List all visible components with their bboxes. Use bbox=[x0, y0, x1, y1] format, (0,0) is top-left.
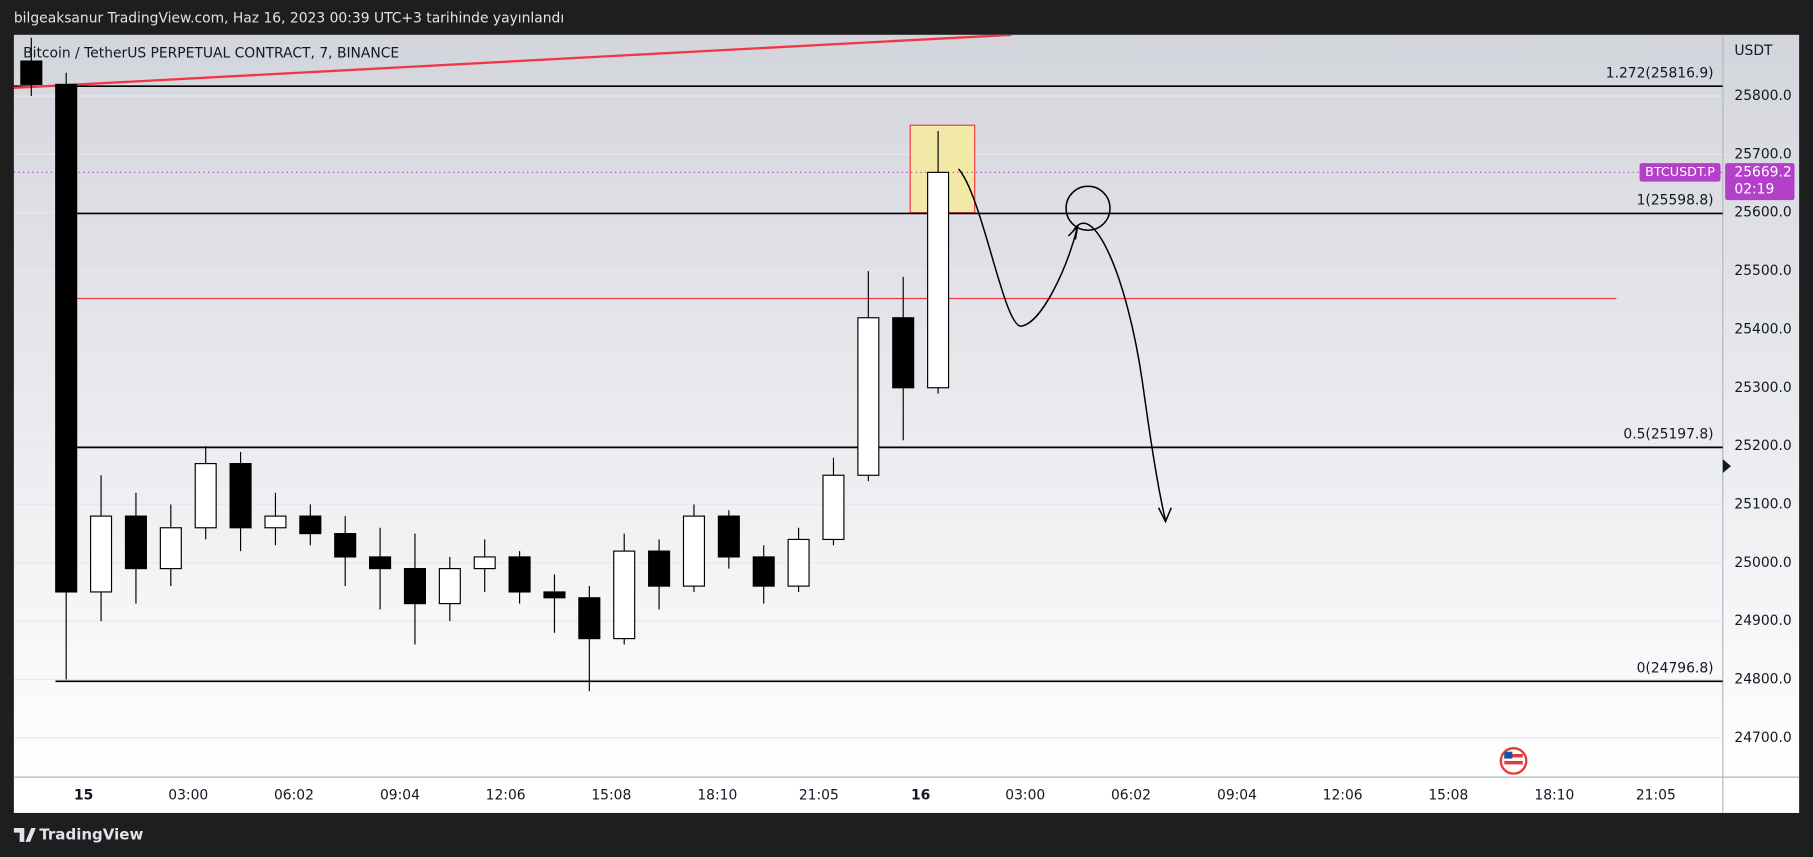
candle-body bbox=[124, 515, 147, 570]
candle-body bbox=[438, 568, 461, 605]
candle-body bbox=[159, 527, 182, 570]
x-tick-label: 18:10 bbox=[1534, 788, 1574, 804]
y-tick-label: 25700.0 bbox=[1734, 146, 1791, 162]
drawing-annotation bbox=[957, 168, 1172, 524]
x-tick-label: 06:02 bbox=[274, 788, 314, 804]
candle-body bbox=[857, 317, 880, 476]
y-tick-label: 25100.0 bbox=[1734, 496, 1791, 512]
candle-body bbox=[578, 597, 601, 640]
x-tick-label: 21:05 bbox=[1636, 788, 1676, 804]
x-tick-label: 06:02 bbox=[1111, 788, 1151, 804]
candle-body bbox=[473, 556, 496, 570]
y-tick-label: 24800.0 bbox=[1734, 671, 1791, 687]
candle-body bbox=[787, 538, 810, 587]
y-tick-label: 24700.0 bbox=[1734, 730, 1791, 746]
x-tick-label: 21:05 bbox=[799, 788, 839, 804]
chart-title: Bitcoin / TetherUS PERPETUAL CONTRACT, 7… bbox=[23, 45, 399, 61]
plot-background bbox=[13, 34, 1800, 778]
price-tag-text: 25669.2 bbox=[1734, 164, 1791, 180]
y-tick-label: 25200.0 bbox=[1734, 438, 1791, 454]
candle-body bbox=[90, 515, 113, 593]
candle-body bbox=[20, 60, 43, 85]
x-tick-label: 09:04 bbox=[380, 788, 420, 804]
candle-body bbox=[334, 533, 357, 558]
x-tick-label: 18:10 bbox=[697, 788, 737, 804]
candle-body bbox=[717, 515, 740, 558]
x-tick-label: 16 bbox=[911, 788, 930, 804]
candle-body bbox=[682, 515, 706, 587]
x-tick-label: 15:08 bbox=[591, 788, 631, 804]
level-label: 1.272(25816.9) bbox=[1606, 65, 1714, 81]
level-label: 0.5(25197.8) bbox=[1623, 427, 1713, 443]
y-axis-label: USDT bbox=[1734, 43, 1773, 59]
candle-body bbox=[543, 591, 566, 599]
candle-body bbox=[508, 556, 531, 593]
trend-line bbox=[13, 34, 1012, 90]
x-tick-label: 12:06 bbox=[1323, 788, 1363, 804]
y-tick-label: 24900.0 bbox=[1734, 613, 1791, 629]
level-label: 1(25598.8) bbox=[1637, 193, 1714, 209]
price-tag bbox=[1725, 163, 1795, 201]
x-tick-label: 12:06 bbox=[486, 788, 526, 804]
plot bbox=[13, 34, 1723, 739]
y-tick-label: 25800.0 bbox=[1734, 88, 1791, 104]
footer-logo bbox=[13, 827, 36, 842]
y-tick-label: 25600.0 bbox=[1734, 205, 1791, 221]
level-label: 0(24796.8) bbox=[1637, 661, 1714, 677]
candle-body bbox=[822, 474, 845, 541]
x-tick-label: 15 bbox=[74, 788, 93, 804]
x-tick-label: 15:08 bbox=[1428, 788, 1468, 804]
x-tick-label: 03:00 bbox=[1005, 788, 1045, 804]
candle-body bbox=[264, 515, 287, 529]
candle-body bbox=[648, 550, 671, 587]
countdown-text: 02:19 bbox=[1734, 182, 1774, 198]
us-flag-icon bbox=[1499, 747, 1528, 775]
candle-body bbox=[299, 515, 322, 535]
x-tick-label: 03:00 bbox=[168, 788, 208, 804]
candle-body bbox=[403, 568, 426, 605]
candle-body bbox=[369, 556, 392, 570]
candle-body bbox=[55, 83, 78, 593]
y-tick-label: 25000.0 bbox=[1734, 555, 1791, 571]
symbol-tag-text: BTCUSDT.P bbox=[1645, 164, 1715, 179]
y-tick-label: 25300.0 bbox=[1734, 380, 1791, 396]
candle-body bbox=[927, 171, 950, 389]
y-tick-label: 25500.0 bbox=[1734, 263, 1791, 279]
candle-body bbox=[229, 463, 252, 529]
candle-body bbox=[752, 556, 775, 587]
candle-body bbox=[892, 317, 915, 389]
x-tick-label: 09:04 bbox=[1217, 788, 1257, 804]
candle-body bbox=[194, 463, 217, 529]
candle-body bbox=[613, 550, 636, 640]
scroll-marker bbox=[1722, 459, 1731, 474]
header-text: bilgeaksanur TradingView.com, Haz 16, 20… bbox=[14, 11, 564, 27]
y-tick-label: 25400.0 bbox=[1734, 321, 1791, 337]
time-axis-background bbox=[13, 777, 1800, 813]
footer-brand: TradingView bbox=[39, 825, 143, 843]
symbol-tag bbox=[1639, 163, 1721, 182]
